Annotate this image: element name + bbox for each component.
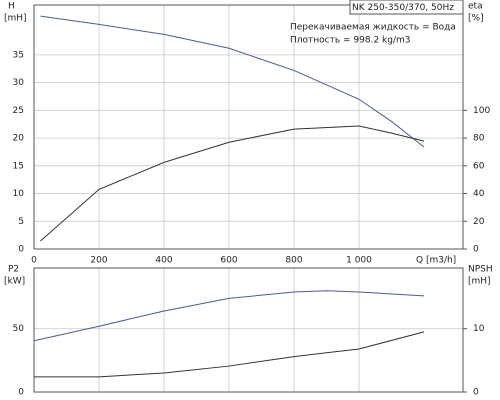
series-line (40, 125, 425, 242)
series-line (40, 15, 425, 148)
y-tick-label: 30 (13, 78, 25, 88)
y-axis-unit: [mH] (4, 14, 27, 24)
y-axis-unit: [kW] (4, 277, 25, 287)
y2-axis-unit: [%] (468, 14, 484, 24)
x-axis-label: Q [m3/h] (416, 256, 456, 266)
x-tick-label: 1 000 (346, 256, 372, 266)
y2-tick-label: 0 (473, 388, 479, 398)
y2-tick-label: 40 (473, 189, 485, 199)
y-axis-label: P2 (8, 265, 19, 275)
y2-axis-label: eta (468, 2, 483, 12)
x-tick-label: 800 (285, 256, 302, 266)
y2-tick-label: 100 (473, 106, 490, 116)
plot-frame (33, 267, 464, 393)
plot-frame (33, 4, 464, 250)
series-line (33, 290, 425, 342)
y2-axis-unit: [mH] (468, 277, 491, 287)
y-tick-label: 0 (18, 388, 24, 398)
y2-axis-label: NPSH (468, 265, 493, 275)
annotation: Плотность = 998.2 kg/m3 (290, 36, 411, 46)
y2-tick-label: 0 (473, 245, 479, 255)
x-tick-label: 400 (155, 256, 172, 266)
chart-title: NK 250-350/370, 50Hz (352, 3, 454, 13)
title-box (349, 0, 464, 15)
y-tick-label: 25 (13, 106, 24, 116)
y-tick-label: 10 (13, 189, 25, 199)
x-tick-label: 200 (90, 256, 107, 266)
y-tick-label: 0 (18, 245, 24, 255)
series-line (34, 331, 425, 378)
x-tick-label: 0 (31, 256, 37, 266)
y-axis-label: H (8, 2, 15, 12)
annotation: Перекачиваемая жидкость = Вода (290, 23, 456, 33)
y-tick-label: 15 (13, 161, 24, 171)
y2-tick-label: 10 (473, 324, 485, 334)
y2-tick-label: 20 (473, 217, 485, 227)
y2-tick-label: 60 (473, 161, 485, 171)
y-tick-label: 35 (13, 50, 24, 60)
x-tick-label: 600 (220, 256, 237, 266)
y-tick-label: 5 (18, 217, 24, 227)
y-tick-label: 20 (13, 134, 25, 144)
y-tick-label: 50 (13, 324, 25, 334)
y2-tick-label: 80 (473, 134, 485, 144)
